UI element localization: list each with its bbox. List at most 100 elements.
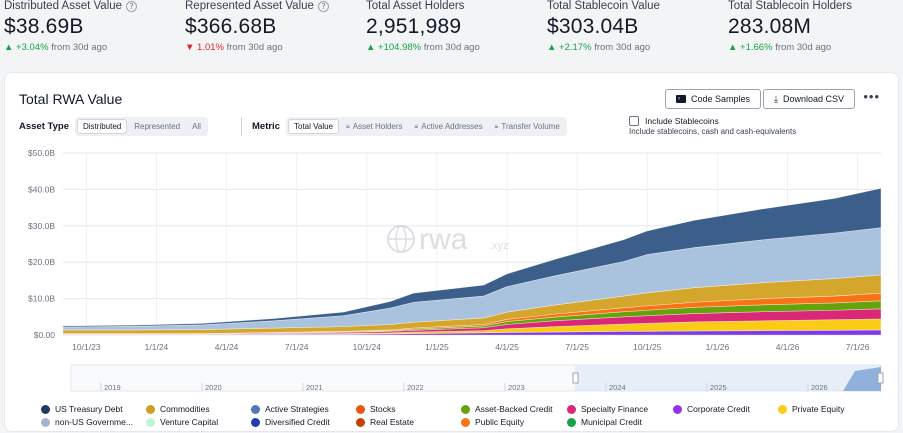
x-tick-label: 7/1/24 xyxy=(285,342,309,352)
navigator-handle-right xyxy=(877,372,884,384)
navigator-year-label: 2019 xyxy=(104,383,121,392)
legend-label: US Treasury Debt xyxy=(55,404,123,414)
y-tick-label: $30.0B xyxy=(28,221,55,231)
range-navigator: 2019 2020 2021 2022 2023 2024 2025 2026 xyxy=(70,364,884,392)
legend-item[interactable]: Commodities xyxy=(146,404,210,414)
include-stablecoins-label: Include Stablecoins xyxy=(645,116,719,126)
metric-transfer-volume[interactable]: 🔒︎ Transfer Volume xyxy=(490,119,565,134)
stat-change: 1.01% xyxy=(197,42,224,53)
legend-label: non-US Governme... xyxy=(55,417,133,427)
legend-item[interactable]: non-US Governme... xyxy=(41,417,133,427)
legend-dot-icon xyxy=(567,404,576,414)
chart-legend: US Treasury Debt Commodities Active Strate… xyxy=(5,403,900,433)
legend-label: Diversified Credit xyxy=(265,417,330,427)
legend-label: Commodities xyxy=(160,404,210,414)
x-tick-label: 10/1/25 xyxy=(633,342,662,352)
watermark-text: rwa xyxy=(419,223,468,256)
stat-change: +3.04% xyxy=(16,42,49,53)
navigator-handle-left xyxy=(572,372,579,384)
legend-label: Stocks xyxy=(370,404,396,414)
y-axis-ticks: $0.00 $10.0B $20.0B $30.0B $40.0B $50.0B xyxy=(28,148,55,340)
terminal-icon: › xyxy=(676,95,686,103)
legend-item[interactable]: Public Equity xyxy=(461,417,524,427)
legend-item[interactable]: Private Equity xyxy=(778,404,844,414)
more-options-icon[interactable]: ••• xyxy=(863,89,880,104)
legend-dot-icon xyxy=(778,404,787,414)
legend-item[interactable]: Asset-Backed Credit xyxy=(461,404,552,414)
legend-dot-icon xyxy=(146,404,155,414)
stat-change-suffix: from 30d ago xyxy=(226,42,283,53)
stat-change: +104.98% xyxy=(378,42,422,53)
info-icon[interactable]: ? xyxy=(126,0,138,12)
download-csv-label: Download CSV xyxy=(782,94,845,104)
download-icon: ⤓ xyxy=(774,93,778,104)
rwa-area-chart[interactable]: $0.00 $10.0B $20.0B $30.0B $40.0B $50.0B rwa … xyxy=(5,145,900,395)
x-tick-label: 1/1/24 xyxy=(145,342,169,352)
stat-change-suffix: from 30d ago xyxy=(423,42,480,53)
x-axis-ticks: 10/1/23 1/1/24 4/1/24 7/1/24 10/1/24 1/1/25 4/… xyxy=(72,342,870,352)
rwa-chart-card: Total RWA Value › Code Samples ⤓ Downloa… xyxy=(4,72,899,432)
legend-label: Active Strategies xyxy=(265,404,329,414)
divider xyxy=(241,117,242,136)
navigator-year-label: 2022 xyxy=(407,383,424,392)
legend-item[interactable]: Venture Capital xyxy=(146,417,218,427)
y-tick-label: $50.0B xyxy=(28,148,55,158)
stat-represented-asset-value: Represented Asset Value? $366.68B ▼ 1.01… xyxy=(185,0,329,53)
x-tick-label: 4/1/26 xyxy=(776,342,800,352)
legend-dot-icon xyxy=(356,404,365,414)
stat-label: Total Stablecoin Holders xyxy=(728,0,853,12)
stat-total-stablecoin-value: Total Stablecoin Value $303.04B ▲ +2.17%… xyxy=(547,0,660,53)
metric-active-addresses[interactable]: 🔒︎ Active Addresses xyxy=(410,119,488,134)
legend-item[interactable]: Real Estate xyxy=(356,417,414,427)
x-tick-label: 7/1/25 xyxy=(565,342,589,352)
asset-type-represented[interactable]: Represented xyxy=(134,122,181,131)
legend-label: Specialty Finance xyxy=(581,404,649,414)
asset-type-all[interactable]: All xyxy=(192,122,201,131)
metric-active-addresses-label: Active Addresses xyxy=(421,122,483,131)
legend-item[interactable]: Specialty Finance xyxy=(567,404,648,414)
code-samples-button[interactable]: › Code Samples xyxy=(665,89,762,109)
legend-dot-icon xyxy=(461,417,470,427)
stat-change: +2.17% xyxy=(559,42,592,53)
legend-dot-icon xyxy=(251,417,260,427)
download-csv-button[interactable]: ⤓ Download CSV xyxy=(763,89,856,109)
stat-value: 2,951,989 xyxy=(366,15,462,38)
change-down-icon: ▼ xyxy=(185,42,195,53)
metric-asset-holders-label: Asset Holders xyxy=(352,122,403,131)
y-tick-label: $10.0B xyxy=(28,294,55,304)
include-stablecoins-checkbox[interactable] xyxy=(629,116,639,126)
legend-dot-icon xyxy=(567,417,576,427)
legend-label: Private Equity xyxy=(792,404,845,414)
legend-item[interactable]: Stocks xyxy=(356,404,396,414)
legend-dot-icon xyxy=(251,404,260,414)
legend-label: Venture Capital xyxy=(160,417,219,427)
legend-item[interactable]: Municipal Credit xyxy=(567,417,642,427)
stat-label: Distributed Asset Value xyxy=(4,0,123,12)
navigator-mini-area xyxy=(843,367,881,391)
legend-dot-icon xyxy=(356,417,365,427)
change-up-icon: ▲ xyxy=(547,42,557,53)
legend-label: Public Equity xyxy=(475,417,525,427)
navigator-year-label: 2026 xyxy=(811,383,828,392)
x-tick-label: 10/1/24 xyxy=(353,342,382,352)
legend-item[interactable]: Active Strategies xyxy=(251,404,329,414)
metric-total-value-label: Total Value xyxy=(294,122,333,131)
asset-type-distributed[interactable]: Distributed xyxy=(77,119,128,134)
metric-label: Metric xyxy=(252,121,280,132)
lock-icon: 🔒︎ xyxy=(494,122,499,130)
stat-change-suffix: from 30d ago xyxy=(51,42,108,53)
metric-asset-holders[interactable]: 🔒︎ Asset Holders xyxy=(341,119,408,134)
stat-total-stablecoin-holders: Total Stablecoin Holders 283.08M ▲ +1.66… xyxy=(728,0,852,53)
legend-item[interactable]: Diversified Credit xyxy=(251,417,330,427)
metric-total-value[interactable]: Total Value xyxy=(288,119,339,134)
change-up-icon: ▲ xyxy=(366,42,376,53)
navigator-year-label: 2025 xyxy=(710,383,727,392)
asset-type-label: Asset Type xyxy=(19,121,69,132)
legend-item[interactable]: US Treasury Debt xyxy=(41,404,123,414)
x-tick-label: 1/1/25 xyxy=(425,342,449,352)
card-title: Total RWA Value xyxy=(19,91,123,107)
stat-label: Total Asset Holders xyxy=(366,0,465,12)
info-icon[interactable]: ? xyxy=(317,0,329,12)
legend-dot-icon xyxy=(461,404,470,414)
legend-item[interactable]: Corporate Credit xyxy=(673,404,750,414)
